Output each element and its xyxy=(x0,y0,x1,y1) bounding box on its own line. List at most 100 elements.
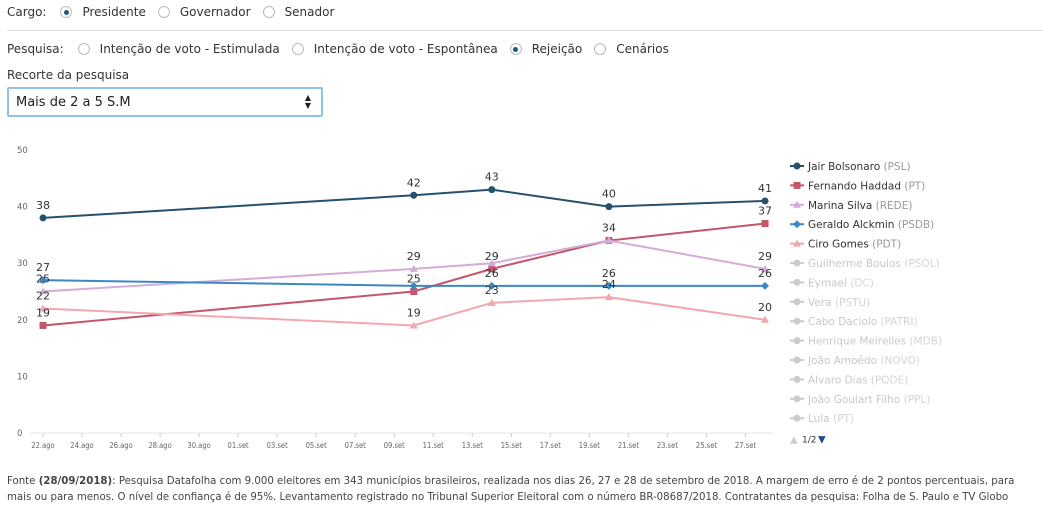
data-label: 43 xyxy=(485,171,499,184)
x-tick-label: 09.set xyxy=(384,440,405,450)
y-tick-label: 30 xyxy=(17,259,28,269)
x-tick-label: 15.set xyxy=(501,440,522,450)
legend-label: Vera (PSTU) xyxy=(808,297,870,309)
legend-item[interactable]: João Goulart Filho (PPL) xyxy=(790,394,930,406)
radio-button[interactable] xyxy=(509,43,522,55)
radio-option[interactable]: Senador xyxy=(262,5,334,19)
radio-button[interactable] xyxy=(60,6,73,18)
separator xyxy=(7,30,1043,31)
data-label: 27 xyxy=(36,261,50,274)
legend-item[interactable]: Guilherme Boulos (PSOL) xyxy=(790,258,940,270)
legend-item[interactable]: Fernando Haddad (PT) xyxy=(790,180,925,192)
legend-label: Jair Bolsonaro (PSL) xyxy=(807,161,911,173)
legend-marker xyxy=(793,259,801,267)
radio-label: Cenários xyxy=(616,42,669,56)
data-label: 40 xyxy=(602,188,616,201)
legend-name: João Goulart Filho xyxy=(807,394,900,406)
legend-item[interactable]: Ciro Gomes (PDT) xyxy=(790,239,901,251)
select-value: Mais de 2 a 5 S.M xyxy=(16,94,131,110)
data-point xyxy=(487,281,496,290)
data-label: 38 xyxy=(36,199,50,212)
legend-item[interactable]: Jair Bolsonaro (PSL) xyxy=(790,161,911,173)
legend-label: João Goulart Filho (PPL) xyxy=(807,394,930,406)
recorte-label: Recorte da pesquisa xyxy=(7,68,130,82)
data-point xyxy=(39,214,47,222)
legend-item[interactable]: Eymael (DC) xyxy=(790,277,874,289)
legend-label: Fernando Haddad (PT) xyxy=(808,180,925,192)
legend-marker xyxy=(793,414,801,422)
radio-label: Intenção de voto - Estimulada xyxy=(99,42,280,56)
legend-marker xyxy=(793,239,801,247)
data-label: 26 xyxy=(758,267,772,280)
legend-party: (DC) xyxy=(850,277,874,289)
legend-item[interactable]: Henrique Meirelles (MDB) xyxy=(790,336,942,348)
radio-option[interactable]: Intenção de voto - Estimulada xyxy=(77,42,280,56)
pesquisa-row: Pesquisa: Intenção de voto - Estimulada I… xyxy=(7,41,681,57)
legend-marker xyxy=(793,298,801,306)
legend-item[interactable]: Alvaro Dias (PODE) xyxy=(790,374,908,386)
data-point xyxy=(39,304,47,312)
legend-item[interactable]: Vera (PSTU) xyxy=(790,297,870,309)
data-point xyxy=(410,191,418,199)
x-tick-label: 01.set xyxy=(228,440,249,450)
legend-party: (PSDB) xyxy=(898,219,934,231)
pager-prev[interactable]: ▲ xyxy=(790,435,798,446)
legend-item[interactable]: João Amoêdo (NOVO) xyxy=(790,355,920,367)
legend-name: Marina Silva xyxy=(808,200,872,212)
pesquisa-label: Pesquisa: xyxy=(7,42,64,56)
data-point xyxy=(409,264,418,272)
data-point xyxy=(39,321,47,329)
pesquisa-options: Intenção de voto - Estimulada Intenção de… xyxy=(77,42,681,56)
y-tick-label: 40 xyxy=(17,203,28,213)
y-tick-label: 50 xyxy=(17,146,28,156)
legend-label: Guilherme Boulos (PSOL) xyxy=(808,258,940,270)
legend-item[interactable]: Geraldo Alckmin (PSDB) xyxy=(790,219,934,231)
series-line xyxy=(42,239,766,293)
x-tick-label: 21.set xyxy=(618,440,639,450)
series-line xyxy=(42,222,766,327)
legend-name: Alvaro Dias xyxy=(808,374,868,386)
y-tick-label: 0 xyxy=(17,429,22,439)
y-tick-label: 20 xyxy=(17,316,28,326)
radio-option[interactable]: Presidente xyxy=(60,5,146,19)
data-point xyxy=(761,220,769,228)
recorte-select[interactable]: Mais de 2 a 5 S.M ▲ ▼ xyxy=(7,87,323,117)
data-point xyxy=(409,281,418,290)
data-label: 26 xyxy=(602,267,616,280)
radio-option[interactable]: Rejeição xyxy=(509,42,582,56)
legend-item[interactable]: Marina Silva (REDE) xyxy=(790,200,913,212)
data-point xyxy=(487,298,496,306)
legend-name: Eymael xyxy=(808,277,847,289)
legend-marker xyxy=(793,356,801,364)
radio-label: Governador xyxy=(179,5,251,19)
x-tick-label: 05.set xyxy=(306,440,327,450)
radio-button[interactable] xyxy=(594,43,607,55)
data-label: 23 xyxy=(485,284,499,297)
legend-marker xyxy=(793,278,801,286)
pager-next[interactable]: ▼ xyxy=(818,435,826,446)
radio-button[interactable] xyxy=(77,43,90,55)
data-point xyxy=(410,288,418,295)
data-point xyxy=(39,287,47,295)
legend-name: Geraldo Alckmin xyxy=(808,219,894,231)
legend-party: (REDE) xyxy=(876,200,913,212)
legend-name: Henrique Meirelles xyxy=(808,336,906,348)
data-point xyxy=(604,293,613,301)
data-point xyxy=(604,236,613,244)
legend-marker xyxy=(793,375,801,383)
data-label: 25 xyxy=(36,273,50,286)
source-text: : Pesquisa Datafolha com 9.000 eleitores… xyxy=(7,476,1015,503)
data-label: 24 xyxy=(602,278,616,291)
radio-button[interactable] xyxy=(262,6,275,18)
legend-item[interactable]: Lula (PT) xyxy=(790,413,854,425)
radio-button[interactable] xyxy=(157,6,170,18)
radio-option[interactable]: Intenção de voto - Espontânea xyxy=(291,42,498,56)
legend-item[interactable]: Cabo Daciolo (PATRI) xyxy=(790,316,918,328)
data-label: 37 xyxy=(758,205,772,218)
legend-label: Lula (PT) xyxy=(808,413,854,425)
radio-option[interactable]: Cenários xyxy=(594,42,669,56)
source-label: Fonte xyxy=(7,476,36,487)
radio-button[interactable] xyxy=(291,43,304,55)
data-point xyxy=(761,264,769,272)
radio-option[interactable]: Governador xyxy=(157,5,251,19)
